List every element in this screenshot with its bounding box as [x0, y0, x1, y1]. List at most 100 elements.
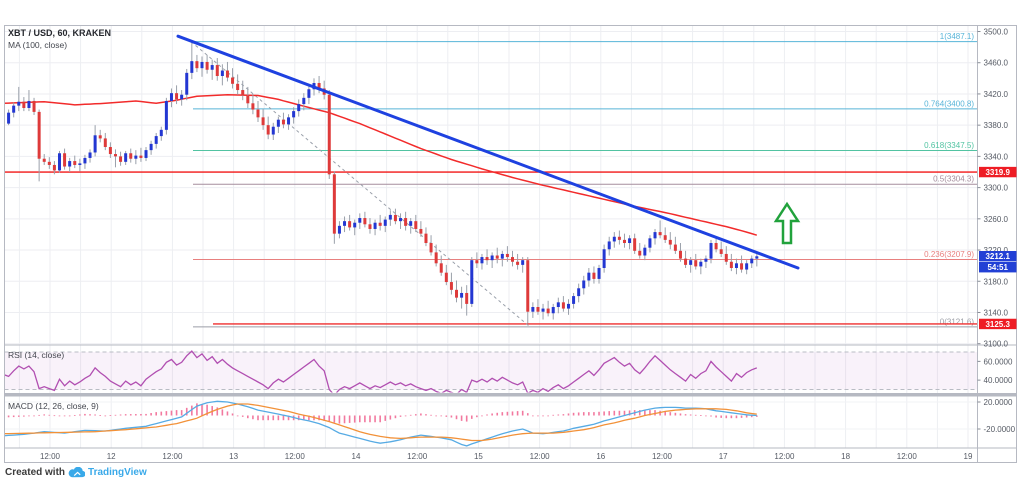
candle	[337, 221, 341, 239]
candle	[704, 255, 708, 268]
time-tick-label: 12:00	[162, 452, 183, 461]
candle	[449, 272, 453, 295]
candle	[119, 151, 123, 166]
candle	[42, 154, 46, 165]
fib-label: 0.618(3347.5)	[924, 141, 974, 150]
footer-watermark: Created with TradingView	[5, 467, 147, 478]
candle	[276, 116, 280, 133]
price-badge: 3319.9	[979, 166, 1017, 178]
candle	[98, 129, 102, 143]
tradingview-brand-link[interactable]: TradingView	[88, 467, 147, 478]
candle	[628, 235, 632, 250]
candle	[383, 216, 387, 233]
axis-tick-label: 3460.0	[984, 59, 1009, 68]
price-badge: 3125.3	[979, 318, 1017, 330]
candle	[745, 260, 749, 275]
candle	[175, 85, 179, 105]
axis-tick-label: 3420.0	[984, 90, 1009, 99]
axis-tick-label: 3300.0	[984, 184, 1009, 193]
macd-panel-label: MACD (12, 26, close, 9)	[8, 401, 99, 411]
time-tick-label: 12:00	[897, 452, 918, 461]
candle	[648, 235, 652, 253]
time-tick-label: 12:00	[530, 452, 551, 461]
time-tick-label: 12:00	[407, 452, 428, 461]
candle	[495, 247, 499, 264]
candle	[185, 68, 189, 101]
price-badge: 3212.1	[979, 251, 1017, 262]
cloud-icon	[68, 467, 86, 478]
candle	[241, 80, 245, 101]
fib-label: 0.5(3304.3)	[933, 175, 974, 184]
time-tick-label: 16	[596, 452, 605, 461]
candle	[88, 149, 92, 163]
time-tick-label: 19	[964, 452, 973, 461]
time-grid	[18, 25, 969, 448]
candle	[734, 258, 738, 275]
svg-text:3212.1: 3212.1	[985, 252, 1010, 261]
candle	[363, 211, 367, 228]
candle	[434, 244, 438, 267]
candle	[368, 218, 372, 234]
candle	[465, 285, 469, 316]
candle	[281, 112, 285, 129]
time-tick-label: 13	[229, 452, 238, 461]
candle	[612, 232, 616, 248]
candle	[638, 243, 642, 259]
candle	[47, 157, 51, 169]
candle	[78, 158, 82, 172]
svg-text:54:51: 54:51	[987, 263, 1008, 272]
candle	[231, 68, 235, 89]
svg-text:3319.9: 3319.9	[985, 168, 1010, 177]
candle	[57, 150, 61, 173]
candle	[393, 208, 397, 225]
candle	[470, 257, 474, 308]
candle	[460, 286, 464, 309]
macd-signal-line	[4, 403, 757, 442]
candle	[526, 257, 530, 324]
candle	[399, 213, 403, 229]
candle	[108, 142, 112, 158]
axis-tick-label: -20.0000	[984, 425, 1016, 434]
chart-legend-title: XBT / USD, 60, KRAKEN	[8, 28, 112, 38]
candle	[225, 61, 229, 82]
candle	[32, 97, 36, 116]
candle	[215, 58, 219, 81]
candle	[180, 90, 184, 106]
macd-grid	[4, 401, 978, 430]
candle	[27, 90, 31, 112]
candle	[724, 246, 728, 265]
rsi-band	[4, 351, 978, 390]
candle	[673, 236, 677, 254]
time-tick-label: 12	[107, 452, 116, 461]
candle	[419, 221, 423, 237]
candle	[271, 122, 275, 140]
candle	[511, 250, 514, 267]
candle	[220, 64, 224, 86]
candle	[93, 125, 97, 157]
candle	[429, 235, 433, 256]
time-tick-label: 12:00	[652, 452, 673, 461]
candle	[134, 150, 138, 165]
candle	[480, 253, 484, 270]
rsi-line	[4, 350, 758, 393]
candle	[653, 228, 657, 245]
candle	[373, 219, 377, 236]
candle	[536, 299, 540, 315]
candle	[302, 93, 306, 111]
candles	[4, 41, 759, 324]
candle	[292, 107, 296, 124]
candle	[617, 230, 621, 245]
candle	[714, 236, 718, 253]
breakout-arrow-icon	[773, 201, 801, 245]
candle	[297, 99, 301, 117]
fib-label: 1(3487.1)	[940, 32, 975, 41]
candle	[348, 214, 352, 231]
candle	[195, 54, 199, 73]
candle	[556, 297, 560, 314]
axis-tick-label: 40.0000	[984, 376, 1013, 385]
candle	[73, 155, 77, 169]
candle	[103, 132, 107, 151]
candle	[505, 246, 509, 262]
candle	[139, 147, 143, 162]
